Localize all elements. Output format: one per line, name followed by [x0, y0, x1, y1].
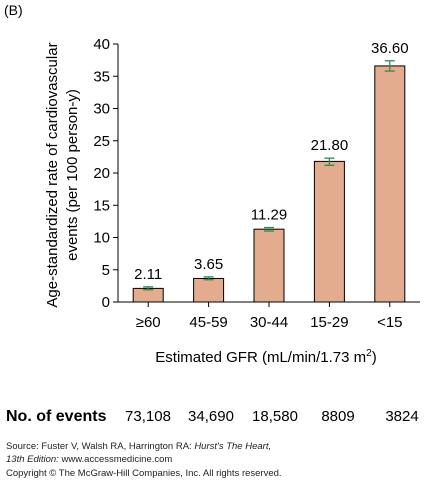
events-value: 18,580: [252, 408, 298, 425]
error-bar: [264, 226, 274, 232]
source-line: Source: Fuster V, Walsh RA, Harrington R…: [6, 441, 272, 452]
chart-bars: [132, 60, 406, 303]
y-tick-label: 15: [93, 197, 110, 214]
error-bar: [143, 286, 154, 291]
bar: [253, 228, 285, 303]
bar: [374, 65, 406, 303]
x-axis-label-superscript: 2: [366, 348, 372, 359]
x-tick-label: <15: [377, 314, 402, 331]
x-tick-label: ≥60: [136, 314, 161, 331]
data-label: 21.80: [311, 137, 349, 154]
bar: [193, 277, 225, 303]
panel-label: (B): [4, 2, 23, 18]
bar: [132, 287, 164, 303]
events-value: 8809: [321, 408, 355, 425]
y-tick-label: 35: [93, 68, 110, 85]
y-tick-label: 40: [93, 36, 110, 53]
x-tick-label: 45-59: [189, 314, 227, 331]
edition-line: 13th Edition: www.accessmedicine.com: [6, 454, 173, 465]
y-tick-label: 5: [102, 262, 110, 279]
y-axis-label-line1: Age-standardized rate of cardiovascular: [44, 42, 61, 307]
bar-chart: 0 5 10 15 20 25 30 35 40 ≥60 2.11 45-59 3.65 30-44 11…: [44, 36, 420, 366]
data-label: 11.29: [251, 207, 287, 224]
x-tick-label: 15-29: [310, 314, 348, 331]
y-tick-label: 30: [93, 101, 110, 118]
data-label: 36.60: [371, 40, 409, 57]
chart-labels: ≥60 2.11 45-59 3.65 30-44 11.29 15-29 21.80 <15 3…: [134, 40, 408, 331]
y-tick-label: 10: [93, 230, 110, 247]
events-title: No. of events: [6, 408, 107, 425]
events-row: No. of events 73,108 34,690 18,580 8809 …: [0, 408, 429, 430]
error-bar: [324, 157, 335, 166]
events-value: 34,690: [188, 408, 234, 425]
error-bar: [384, 60, 395, 72]
data-label: 3.65: [194, 256, 223, 273]
y-tick-label: 0: [102, 294, 110, 311]
y-tick-label: 20: [93, 165, 110, 182]
y-tick-label: 25: [93, 133, 110, 150]
error-bar: [203, 276, 214, 281]
data-label: 2.11: [134, 266, 162, 283]
x-tick-label: 30-44: [250, 314, 288, 331]
copyright-line: Copyright © The McGraw-Hill Companies, I…: [6, 468, 282, 479]
events-value: 3824: [385, 408, 419, 425]
y-axis-label-line2: events (per 100 person-y): [64, 89, 81, 261]
bar: [313, 160, 345, 303]
x-axis-label: Estimated GFR (mL/min/1.73 m2): [155, 348, 376, 366]
events-value: 73,108: [125, 408, 171, 425]
chart-axes: 0 5 10 15 20 25 30 35 40: [93, 36, 420, 311]
